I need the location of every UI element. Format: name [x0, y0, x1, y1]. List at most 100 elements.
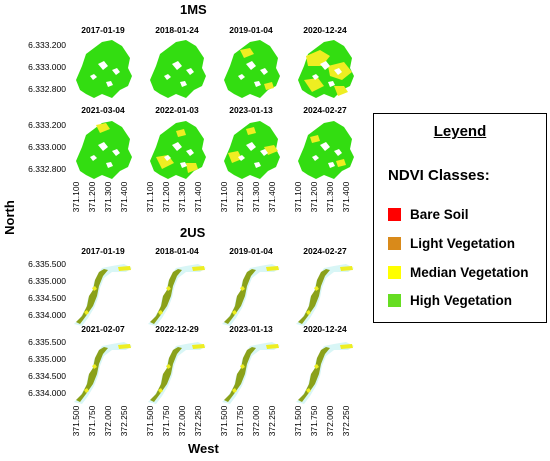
x-tick-label: 372.250	[119, 405, 129, 437]
ndvi-map-panel	[150, 40, 206, 98]
median-vegetation-patch	[264, 82, 274, 90]
ndvi-map-panel	[224, 40, 280, 98]
ndvi-map-panel	[150, 121, 206, 179]
non-vegetated-gap	[172, 61, 182, 70]
x-tick-label: 371.400	[341, 181, 351, 213]
median-vegetation-patch	[232, 310, 237, 315]
median-vegetation-patch	[340, 344, 353, 349]
ndvi-map-panel	[74, 264, 132, 326]
legend-item: High Vegetation	[388, 292, 512, 308]
y-tick-label: 6.333.000	[28, 142, 66, 152]
median-vegetation-patch	[304, 78, 324, 92]
panel-date-label: 2018-01-04	[155, 246, 199, 256]
legend-label: Light Vegetation	[410, 235, 516, 251]
panel-date-label: 2020-12-24	[303, 25, 347, 35]
non-vegetated-gap	[328, 81, 335, 87]
ndvi-map-panel	[76, 40, 132, 98]
non-vegetated-gap	[312, 74, 319, 80]
y-tick-label: 6.334.500	[28, 293, 66, 303]
x-tick-label: 371.200	[161, 181, 171, 213]
panel-date-label: 2020-12-24	[303, 324, 347, 334]
non-vegetated-gap	[180, 81, 187, 87]
vegetation-strip	[150, 347, 182, 402]
median-vegetation-patch	[340, 266, 353, 271]
x-tick-label: 372.250	[193, 405, 203, 437]
x-tick-label: 372.250	[267, 405, 277, 437]
x-tick-label: 372.000	[251, 405, 261, 437]
non-vegetated-gap	[334, 149, 342, 156]
panel-date-label: 2021-03-04	[81, 105, 125, 115]
median-vegetation-patch	[334, 86, 348, 96]
non-vegetated-gap	[112, 149, 120, 156]
legend-title: Leyend	[433, 123, 487, 140]
median-vegetation-patch	[158, 310, 163, 315]
ndvi-map-panel	[148, 342, 206, 404]
vegetation-strip	[150, 269, 182, 324]
y-tick-label: 6.332.800	[28, 84, 66, 94]
x-tick-label: 371.200	[235, 181, 245, 213]
non-vegetated-gap	[254, 162, 261, 168]
panel-date-label: 2022-12-29	[155, 324, 199, 334]
ndvi-map-panel	[298, 121, 354, 179]
non-vegetated-gap	[98, 61, 108, 70]
y-tick-label: 6.334.000	[28, 388, 66, 398]
legend-label: Bare Soil	[410, 206, 469, 222]
x-tick-label: 371.500	[145, 405, 155, 437]
median-vegetation-patch	[118, 266, 131, 271]
panel-date-label: 2017-01-19	[81, 246, 125, 256]
vegetation-strip	[298, 347, 330, 402]
median-vegetation-patch	[166, 286, 171, 291]
non-vegetated-gap	[90, 155, 97, 161]
median-vegetation-patch	[192, 266, 205, 271]
legend-label: High Vegetation	[410, 292, 513, 308]
legend: Leyend NDVI Classes: Bare Soil Light Vege…	[373, 113, 547, 323]
non-vegetated-gap	[98, 142, 108, 151]
non-vegetated-gap	[312, 155, 319, 161]
y-tick-label: 6.333.200	[28, 40, 66, 50]
y-tick-label: 6.335.000	[28, 276, 66, 286]
median-vegetation-patch	[336, 159, 346, 167]
median-vegetation-patch	[266, 266, 279, 271]
legend-item: Bare Soil	[388, 206, 469, 222]
x-axis-title: West	[188, 441, 219, 456]
non-vegetated-gap	[238, 155, 245, 161]
non-vegetated-gap	[328, 162, 335, 168]
non-vegetated-gap	[334, 68, 342, 75]
median-vegetation-patch	[176, 129, 186, 137]
median-vegetation-patch	[84, 310, 89, 315]
x-tick-label: 371.750	[309, 405, 319, 437]
panel-date-label: 2018-01-24	[155, 25, 199, 35]
median-vegetation-patch	[314, 364, 319, 369]
y-tick-label: 6.333.200	[28, 120, 66, 130]
legend-swatch	[388, 236, 401, 250]
y-tick-label: 6.335.500	[28, 259, 66, 269]
median-vegetation-patch	[84, 388, 89, 393]
y-tick-label: 6.334.500	[28, 371, 66, 381]
ndvi-map-panel	[224, 121, 280, 179]
x-tick-label: 371.100	[145, 181, 155, 213]
panel-date-label: 2021-02-07	[81, 324, 125, 334]
panel-date-label: 2019-01-04	[229, 25, 273, 35]
legend-label: Median Vegetation	[410, 264, 529, 280]
median-vegetation-patch	[186, 163, 198, 173]
x-tick-label: 371.750	[87, 405, 97, 437]
median-vegetation-patch	[192, 344, 205, 349]
median-vegetation-patch	[232, 388, 237, 393]
ndvi-map-panel	[76, 121, 132, 179]
x-tick-label: 371.100	[71, 181, 81, 213]
panel-date-label: 2022-01-03	[155, 105, 199, 115]
x-tick-label: 371.300	[251, 181, 261, 213]
non-vegetated-gap	[180, 162, 187, 168]
panel-date-label: 2023-01-13	[229, 105, 273, 115]
legend-swatch	[388, 207, 401, 221]
non-vegetated-gap	[186, 68, 194, 75]
median-vegetation-patch	[266, 344, 279, 349]
ndvi-map-panel	[296, 342, 354, 404]
median-vegetation-patch	[246, 127, 256, 135]
median-vegetation-patch	[240, 364, 245, 369]
legend-swatch	[388, 293, 401, 307]
y-tick-label: 6.333.000	[28, 62, 66, 72]
panel-date-label: 2019-01-04	[229, 246, 273, 256]
legend-item: Median Vegetation	[388, 264, 529, 280]
non-vegetated-gap	[238, 74, 245, 80]
